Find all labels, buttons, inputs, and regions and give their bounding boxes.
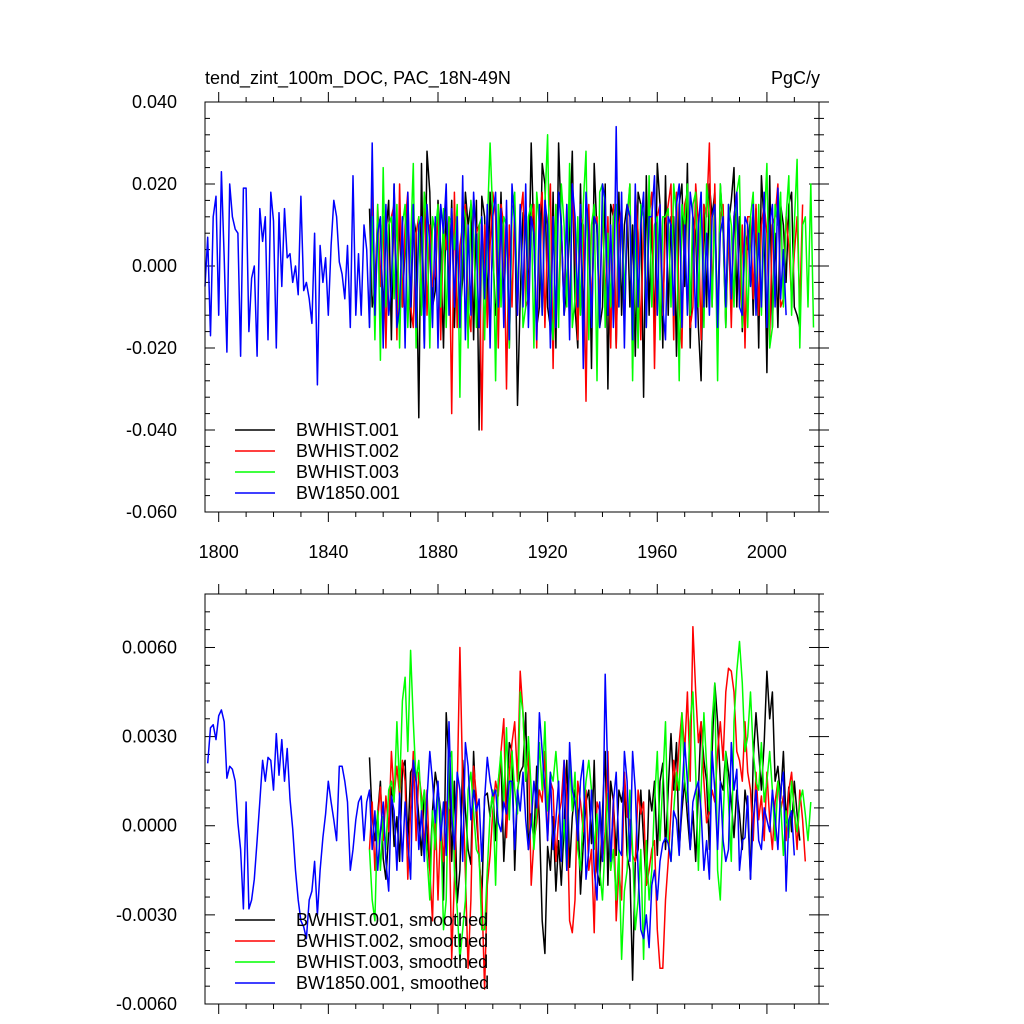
legend-label: BWHIST.003, smoothed xyxy=(296,952,488,972)
top-axes: 1800 1840 1880 1920 1960 2000 -0.060 -0.040 -0.0… xyxy=(126,92,829,562)
x-tick-label: 1920 xyxy=(528,542,568,562)
legend-label: BWHIST.001, smoothed xyxy=(296,910,488,930)
x-tick-label: 2000 xyxy=(747,542,787,562)
series-line xyxy=(368,142,804,431)
series-line xyxy=(368,640,812,961)
legend-label: BWHIST.002, smoothed xyxy=(296,931,488,951)
chart-units: PgC/y xyxy=(771,68,820,88)
y-tick-label: -0.040 xyxy=(126,420,177,440)
y-tick-label: -0.020 xyxy=(126,338,177,358)
chart-title: tend_zint_100m_DOC, PAC_18N-49N xyxy=(205,68,511,89)
series-line xyxy=(368,134,815,398)
bottom-plot-frame xyxy=(204,593,820,1005)
y-tick-label: -0.060 xyxy=(126,502,177,522)
y-tick-label: 0.0060 xyxy=(122,637,177,657)
y-tick-label: -0.0030 xyxy=(116,905,177,925)
bottom-panel: -0.0060 -0.0030 0.0000 0.0030 0.0060 BWHIST.… xyxy=(116,584,829,1014)
legend-label: BWHIST.003 xyxy=(296,462,399,482)
legend-label: BWHIST.001 xyxy=(296,420,399,440)
y-tick-label: 0.000 xyxy=(132,256,177,276)
bottom-axes: -0.0060 -0.0030 0.0000 0.0030 0.0060 xyxy=(116,584,829,1014)
y-tick-label: -0.0060 xyxy=(116,994,177,1014)
y-tick-label: 0.020 xyxy=(132,174,177,194)
top-plot-frame xyxy=(204,101,820,513)
x-tick-label: 1840 xyxy=(308,542,348,562)
x-tick-label: 1880 xyxy=(418,542,458,562)
legend-label: BW1850.001, smoothed xyxy=(296,973,489,993)
series-line xyxy=(204,125,787,386)
top-series-lines xyxy=(204,125,815,431)
top-panel: tend_zint_100m_DOC, PAC_18N-49N PgC/y 18… xyxy=(126,68,829,562)
y-tick-label: 0.0030 xyxy=(122,727,177,747)
x-tick-label: 1800 xyxy=(199,542,239,562)
legend-label: BWHIST.002 xyxy=(296,441,399,461)
series-line xyxy=(368,625,807,990)
bottom-series-lines xyxy=(206,625,812,990)
y-tick-label: 0.0000 xyxy=(122,816,177,836)
y-tick-label: 0.040 xyxy=(132,92,177,112)
x-tick-label: 1960 xyxy=(637,542,677,562)
series-line xyxy=(206,673,796,949)
legend-label: BW1850.001 xyxy=(296,483,400,503)
